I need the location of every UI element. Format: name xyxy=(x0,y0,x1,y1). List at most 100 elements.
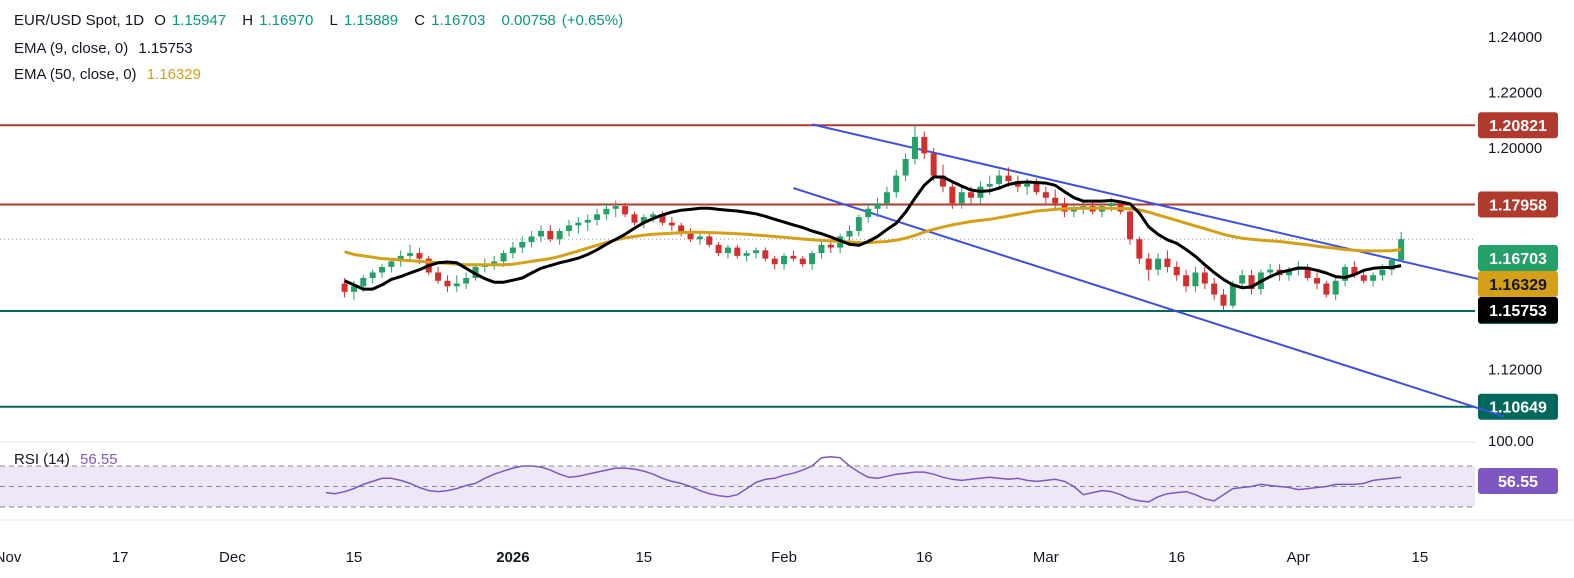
candle-body xyxy=(341,283,348,292)
candle-body xyxy=(809,253,816,265)
candle-body xyxy=(949,186,956,204)
x-tick-label: Apr xyxy=(1287,549,1310,566)
candle-body xyxy=(640,217,647,223)
x-tick-label: 16 xyxy=(916,549,933,566)
close-label: C xyxy=(414,12,426,29)
candle-body xyxy=(1024,183,1031,187)
candle-body xyxy=(986,183,993,187)
candle-body xyxy=(1183,275,1190,287)
candle-body xyxy=(1136,239,1143,259)
ema9-price-badge-label: 1.15753 xyxy=(1489,303,1547,320)
candle-body xyxy=(1070,208,1077,212)
high-label: H xyxy=(242,12,254,29)
ema9-value: 1.15753 xyxy=(138,40,193,57)
channel-upper-line xyxy=(811,123,1505,286)
candle-body xyxy=(724,247,731,254)
candle-body xyxy=(687,233,694,240)
low-label: L xyxy=(329,12,338,29)
x-tick-label: Mar xyxy=(1033,549,1059,566)
candle-body xyxy=(603,208,610,215)
candle-body xyxy=(1042,192,1049,198)
candle-body xyxy=(360,278,367,287)
candle-body xyxy=(444,280,451,287)
close-value: 1.16703 xyxy=(431,12,486,29)
candle-body xyxy=(1304,266,1311,279)
low-value: 1.15889 xyxy=(343,12,399,29)
candle-body xyxy=(781,255,788,265)
y-tick-label: 1.24000 xyxy=(1488,29,1542,46)
candle-body xyxy=(659,214,666,223)
x-tick-label: Dec xyxy=(219,549,246,566)
x-tick-label: 15 xyxy=(635,549,652,566)
candle-body xyxy=(743,253,750,256)
candle-body xyxy=(1229,283,1236,306)
candle-body xyxy=(930,153,937,176)
candle-body xyxy=(893,175,900,193)
ema9-line xyxy=(343,175,1402,291)
ema9-name: EMA (9, close, 0) xyxy=(14,40,129,57)
candle-body xyxy=(799,258,806,265)
candle-body xyxy=(1332,280,1339,295)
candle-body xyxy=(584,219,591,223)
candle-body xyxy=(1267,269,1274,273)
candle-body xyxy=(463,278,470,284)
candle-body xyxy=(528,236,535,243)
ema50-legend[interactable]: EMA (50, close, 0) 1.16329 xyxy=(14,66,207,83)
candle-body xyxy=(902,158,909,176)
ema50-value: 1.16329 xyxy=(146,66,201,83)
x-tick-label: 17 xyxy=(112,549,129,566)
ema50-name: EMA (50, close, 0) xyxy=(14,66,137,83)
rsi-legend[interactable]: RSI (14) 56.55 xyxy=(14,451,124,468)
candle-body xyxy=(547,230,554,240)
y-tick-label: 1.20000 xyxy=(1488,140,1542,157)
change-value: 0.00758 xyxy=(501,12,556,29)
candle-body xyxy=(622,206,629,215)
candle-body xyxy=(388,261,395,267)
candle-body xyxy=(1360,275,1367,281)
support-level-label: 1.10649 xyxy=(1489,400,1547,417)
x-tick-label: Feb xyxy=(771,549,797,566)
candle-body xyxy=(1164,258,1171,267)
rsi-value-badge xyxy=(1478,468,1558,494)
candle-body xyxy=(668,222,675,226)
y-tick-label: 1.22000 xyxy=(1488,85,1542,102)
candle-body xyxy=(509,247,516,254)
candle-body xyxy=(1342,266,1349,281)
candle-body xyxy=(379,266,385,273)
candle-body xyxy=(1239,275,1246,284)
ema9-legend[interactable]: EMA (9, close, 0) 1.15753 xyxy=(14,40,199,57)
candle-body xyxy=(556,230,563,240)
candle-body xyxy=(1127,211,1133,240)
support-level-badge xyxy=(1478,393,1558,420)
candle-body xyxy=(753,250,759,254)
candle-body xyxy=(874,203,881,209)
candle-body xyxy=(407,253,414,256)
high-value: 1.16970 xyxy=(259,12,314,29)
candle-body xyxy=(435,272,442,281)
candle-body xyxy=(650,214,657,218)
rsi-line xyxy=(325,456,1402,503)
candle-body xyxy=(1220,294,1227,306)
x-tick-label: 15 xyxy=(1412,549,1429,566)
change-percent: (+0.65%) xyxy=(561,12,624,29)
rsi-y-tick-label: 100.00 xyxy=(1488,433,1534,450)
candle-body xyxy=(1033,183,1040,193)
resistance-level-label: 1.17958 xyxy=(1489,197,1547,214)
candle-body xyxy=(369,272,376,279)
channel-lower-line xyxy=(793,187,1505,418)
candle-body xyxy=(594,214,601,220)
candle-body xyxy=(762,250,769,259)
resistance-level-label: 1.20821 xyxy=(1489,118,1547,135)
candle-body xyxy=(968,192,975,198)
candle-body xyxy=(1323,283,1330,295)
open-value: 1.15947 xyxy=(171,12,227,29)
candle-body xyxy=(491,261,498,265)
rsi-value-badge-label: 56.55 xyxy=(1498,474,1538,491)
candle-body xyxy=(416,253,423,259)
candle-body xyxy=(1173,266,1180,276)
symbol-title[interactable]: EUR/USD Spot, 1D xyxy=(14,12,145,29)
candle-body xyxy=(696,236,703,240)
candle-body xyxy=(790,255,797,259)
ema50-price-badge-label: 1.16329 xyxy=(1489,277,1547,294)
